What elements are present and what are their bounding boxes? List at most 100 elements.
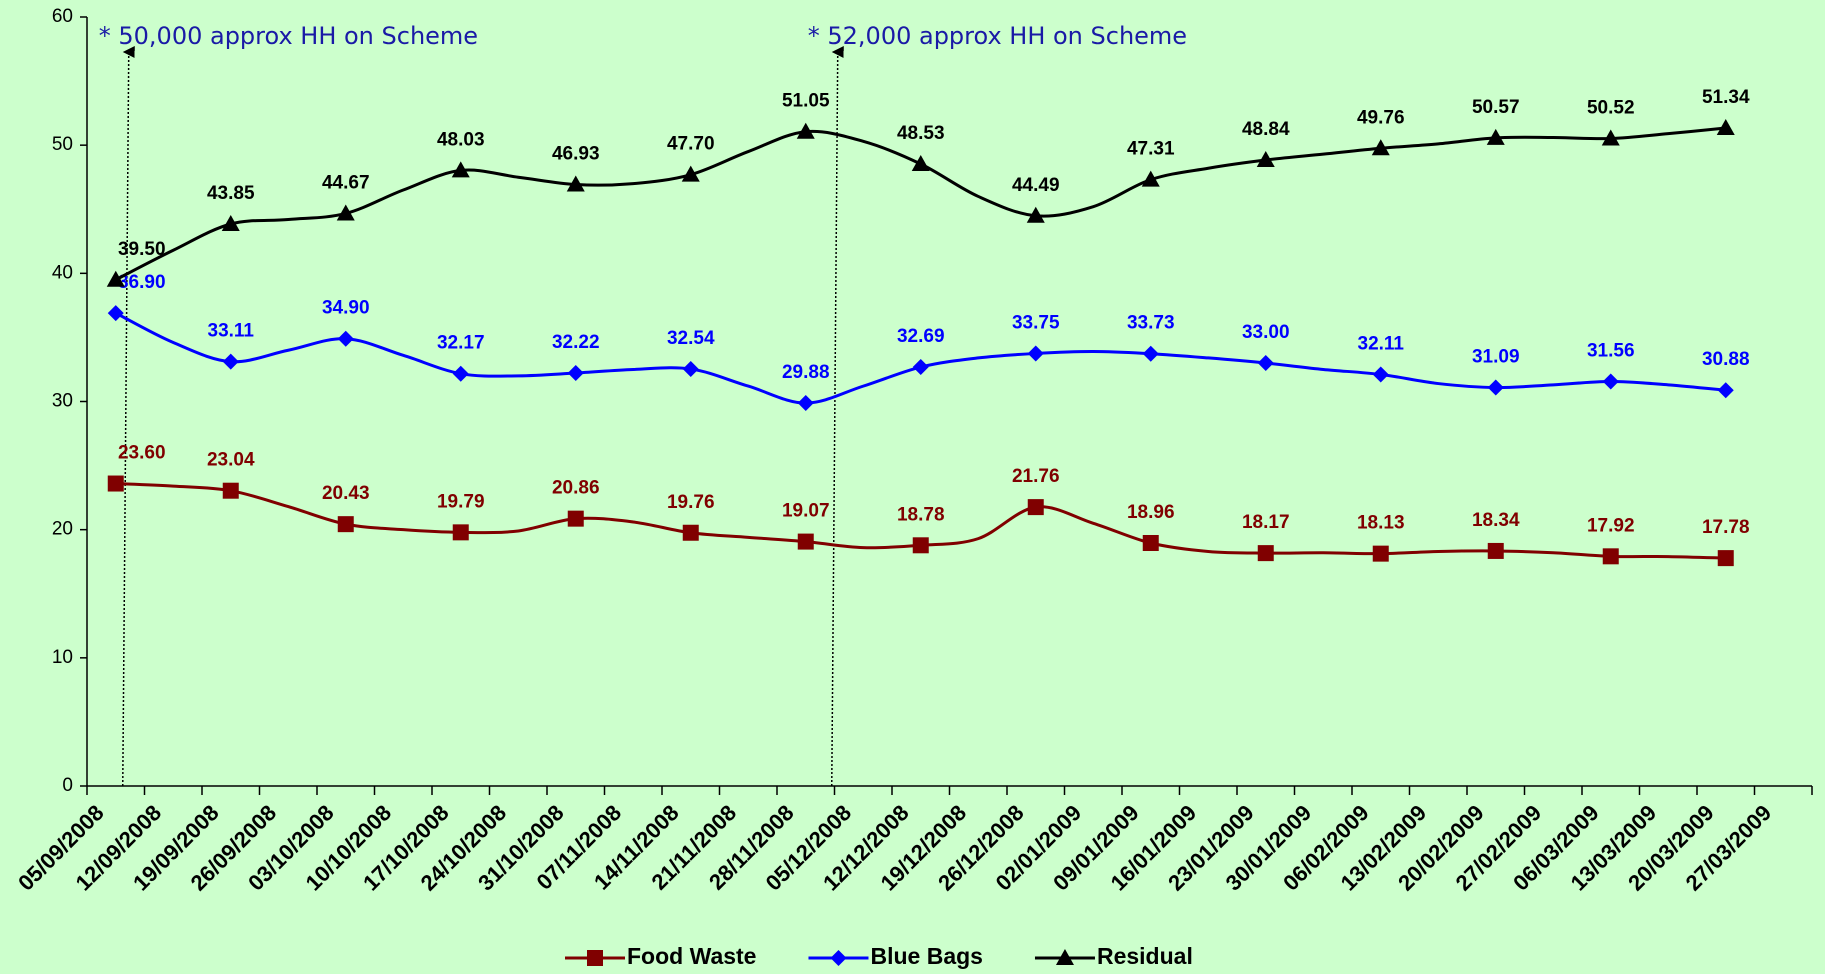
data-label: 32.22 <box>552 332 600 353</box>
data-label: 51.05 <box>782 91 830 112</box>
data-label: 32.11 <box>1358 333 1405 354</box>
marker <box>587 950 603 966</box>
marker <box>566 175 585 192</box>
marker <box>452 365 469 382</box>
marker <box>1026 206 1045 223</box>
legend-label: Residual <box>1097 943 1193 969</box>
data-label: 18.17 <box>1242 512 1290 533</box>
marker <box>1486 128 1505 145</box>
marker <box>1257 355 1274 372</box>
data-label: 47.31 <box>1127 139 1175 160</box>
data-label: 44.49 <box>1012 175 1060 196</box>
marker <box>1372 366 1389 383</box>
series-line <box>115 126 1726 282</box>
data-label: 48.03 <box>437 129 485 150</box>
data-label: 21.76 <box>1012 466 1060 487</box>
data-label: 43.85 <box>207 183 255 204</box>
data-label: 48.53 <box>897 123 945 144</box>
y-tick-label: 50 <box>52 134 73 155</box>
marker <box>1487 379 1504 396</box>
legend: Food Waste Blue Bags Residual <box>565 943 1193 969</box>
marker <box>1256 151 1275 168</box>
marker <box>1142 345 1159 362</box>
data-label: 50.52 <box>1587 98 1635 119</box>
marker <box>1141 170 1160 187</box>
annotation: * 50,000 approx HH on Scheme <box>99 22 478 50</box>
data-label: 49.76 <box>1357 107 1405 128</box>
y-tick-label: 10 <box>52 647 73 668</box>
data-label: 32.69 <box>897 326 945 347</box>
data-label: 36.90 <box>118 272 166 293</box>
marker <box>337 330 354 347</box>
marker <box>1602 548 1619 565</box>
marker <box>830 950 847 966</box>
legend-label: Blue Bags <box>870 943 982 969</box>
marker <box>1027 345 1044 362</box>
marker <box>107 305 124 322</box>
marker <box>107 475 124 492</box>
data-label: 31.56 <box>1587 341 1635 362</box>
marker <box>567 510 584 527</box>
marker <box>797 533 814 550</box>
y-tick-label: 0 <box>62 775 73 796</box>
data-label: 44.67 <box>322 172 370 193</box>
marker <box>1716 118 1735 135</box>
marker <box>567 365 584 382</box>
data-label: 17.92 <box>1587 515 1635 536</box>
marker <box>682 360 699 377</box>
data-label: 19.79 <box>437 491 485 512</box>
y-tick-label: 40 <box>52 262 73 283</box>
marker <box>1602 373 1619 390</box>
data-label: 20.43 <box>322 483 370 504</box>
marker <box>221 214 240 231</box>
data-label: 18.13 <box>1357 513 1405 534</box>
marker <box>1055 949 1074 965</box>
marker <box>1601 129 1620 146</box>
data-label: 17.78 <box>1702 517 1750 538</box>
marker <box>1142 534 1159 551</box>
data-label: 32.54 <box>667 328 715 349</box>
marker <box>337 516 354 533</box>
data-label: 23.60 <box>118 443 166 464</box>
marker <box>797 395 814 412</box>
data-label: 19.07 <box>782 501 830 522</box>
data-label: 18.96 <box>1127 502 1175 523</box>
data-label: 46.93 <box>552 144 600 165</box>
data-label: 33.75 <box>1012 312 1060 333</box>
data-label: 32.17 <box>437 333 485 354</box>
y-tick-label: 20 <box>52 519 73 540</box>
marker <box>912 537 929 554</box>
marker <box>681 165 700 182</box>
marker <box>1717 382 1734 399</box>
legend-label: Food Waste <box>627 943 756 969</box>
marker <box>911 155 930 172</box>
marker <box>1257 545 1274 562</box>
data-label: 20.86 <box>552 478 600 499</box>
data-label: 33.11 <box>208 321 255 342</box>
marker <box>796 122 815 139</box>
y-tick-label: 30 <box>52 391 73 412</box>
marker <box>106 270 125 287</box>
marker <box>451 161 470 178</box>
data-label: 30.88 <box>1702 349 1750 370</box>
annotation: * 52,000 approx HH on Scheme <box>808 22 1187 50</box>
data-label: 29.88 <box>782 362 830 383</box>
marker <box>336 204 355 221</box>
marker <box>1717 550 1734 567</box>
marker <box>1371 139 1390 156</box>
marker <box>1487 542 1504 559</box>
data-label: 48.84 <box>1242 119 1290 140</box>
marker <box>452 524 469 541</box>
marker <box>222 353 239 370</box>
data-label: 18.34 <box>1472 510 1520 531</box>
annotation-arrow <box>122 46 135 787</box>
data-label: 19.76 <box>667 492 715 513</box>
marker <box>912 359 929 376</box>
y-tick-label: 60 <box>52 6 73 27</box>
data-label: 34.90 <box>322 298 370 319</box>
data-label: 39.50 <box>118 239 166 260</box>
data-label: 18.78 <box>897 504 945 525</box>
marker <box>1372 545 1389 562</box>
data-label: 33.73 <box>1127 313 1175 334</box>
